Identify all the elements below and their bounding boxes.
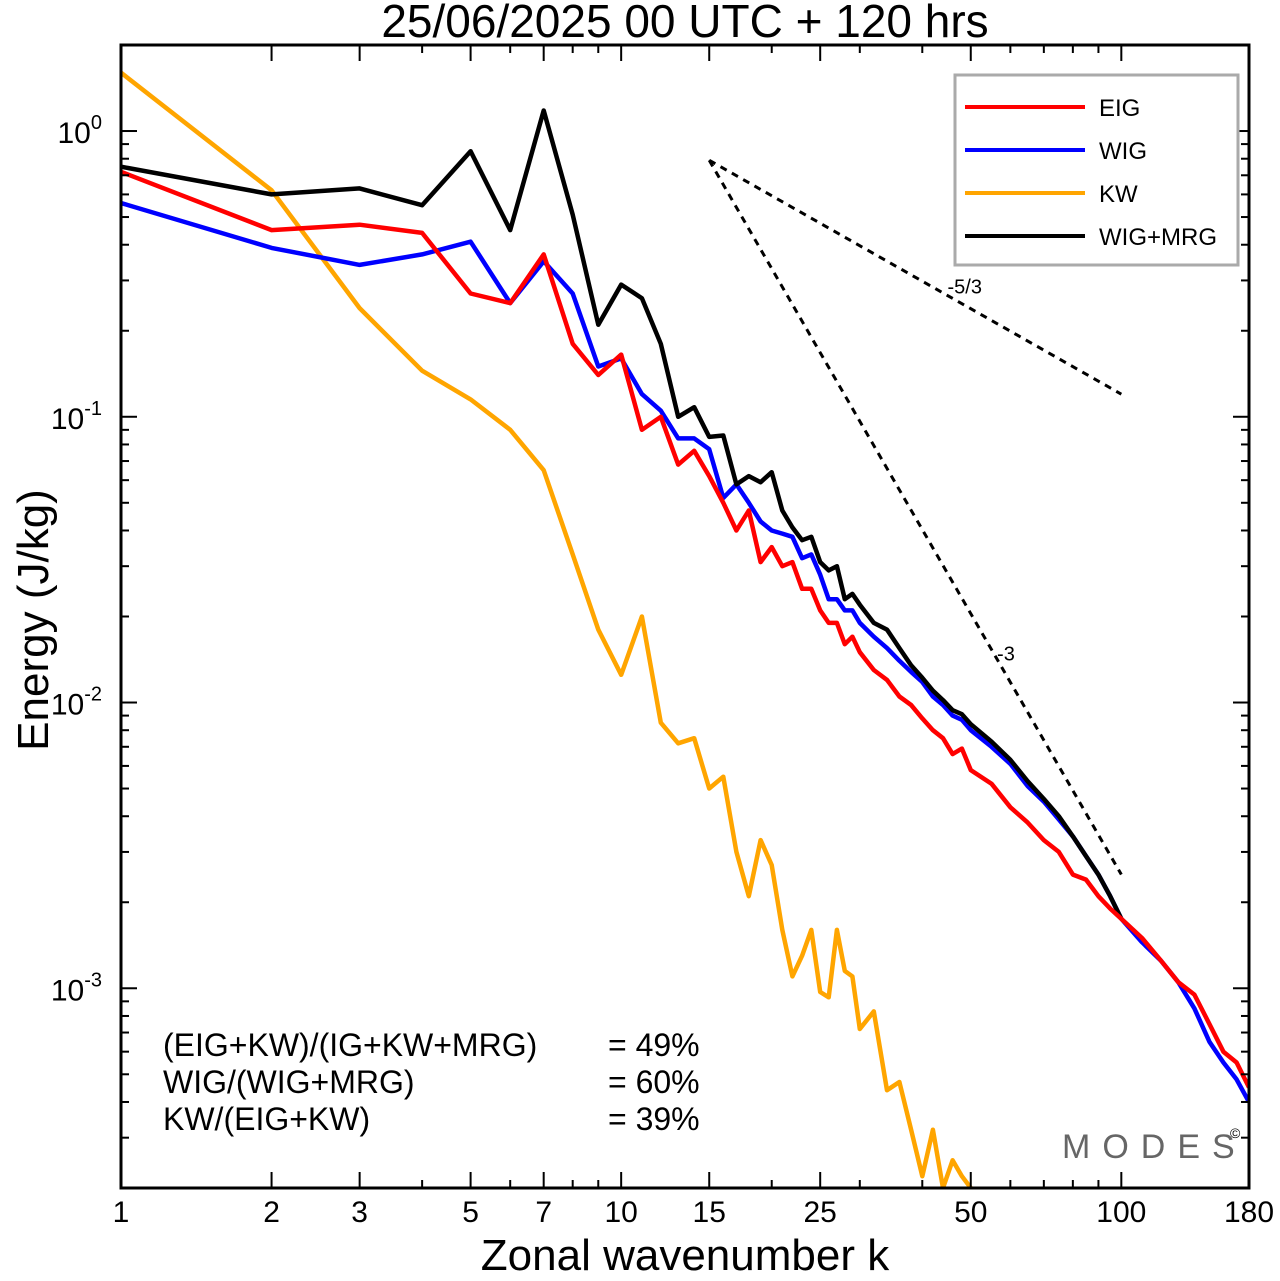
stat-value: = 39%	[608, 1101, 700, 1137]
legend-label-wig-mrg: WIG+MRG	[1099, 224, 1217, 251]
x-tick-label: 1	[113, 1196, 130, 1229]
series-line-kw	[121, 70, 973, 1188]
stat-label: (EIG+KW)/(IG+KW+MRG)	[163, 1027, 537, 1063]
modes-watermark: MODES ©	[1062, 1125, 1247, 1166]
series-line-wig-mrg	[121, 108, 1124, 920]
x-tick-label: 3	[351, 1196, 368, 1229]
y-tick-label: 10-1	[51, 398, 102, 436]
chart-title: 25/06/2025 00 UTC + 120 hrs	[381, 0, 988, 47]
stat-label: KW/(EIG+KW)	[163, 1101, 370, 1137]
series-line-wig	[121, 200, 1249, 1104]
slope-label-1: -3	[997, 644, 1015, 666]
legend-label-eig: EIG	[1099, 95, 1140, 122]
y-tick-label: 100	[58, 112, 103, 150]
x-axis-label: Zonal wavenumber k	[481, 1231, 890, 1280]
x-tick-label: 15	[693, 1196, 726, 1229]
copyright-mark: ©	[1230, 1125, 1241, 1141]
slope-line-0	[708, 158, 1123, 396]
x-tick-label: 50	[954, 1196, 987, 1229]
legend-label-kw: KW	[1099, 181, 1138, 208]
x-tick-label: 5	[462, 1196, 479, 1229]
x-tick-label: 2	[263, 1196, 280, 1229]
x-tick-label: 100	[1096, 1196, 1146, 1229]
legend: EIG WIG KW WIG+MRG	[953, 73, 1240, 267]
stat-label: WIG/(WIG+MRG)	[163, 1064, 415, 1100]
y-tick-label: 10-2	[51, 684, 102, 722]
y-tick-label: 10-3	[51, 969, 102, 1007]
x-tick-label: 7	[535, 1196, 552, 1229]
x-tick-label: 180	[1224, 1196, 1274, 1229]
stat-value: = 49%	[608, 1027, 700, 1063]
reference-slopes: -5/3 -3	[707, 158, 1123, 876]
energy-ratio-stats: (EIG+KW)/(IG+KW+MRG) = 49% WIG/(WIG+MRG) = …	[163, 1027, 700, 1137]
series-line-eig	[121, 169, 1249, 1089]
y-axis-label: Energy (J/kg)	[9, 489, 58, 751]
watermark-text: MODES	[1062, 1128, 1247, 1166]
x-tick-label: 10	[604, 1196, 637, 1229]
stat-value: = 60%	[608, 1064, 700, 1100]
x-tick-label: 25	[804, 1196, 837, 1229]
legend-label-wig: WIG	[1099, 138, 1147, 165]
slope-label-0: -5/3	[947, 276, 981, 298]
series-curves	[121, 70, 1249, 1188]
slope-line-1	[707, 159, 1123, 876]
axis-ticks: 1 2 3 5 7 10 15 25 50 100 180 100 10-1 10-2 10-3	[51, 45, 1274, 1229]
